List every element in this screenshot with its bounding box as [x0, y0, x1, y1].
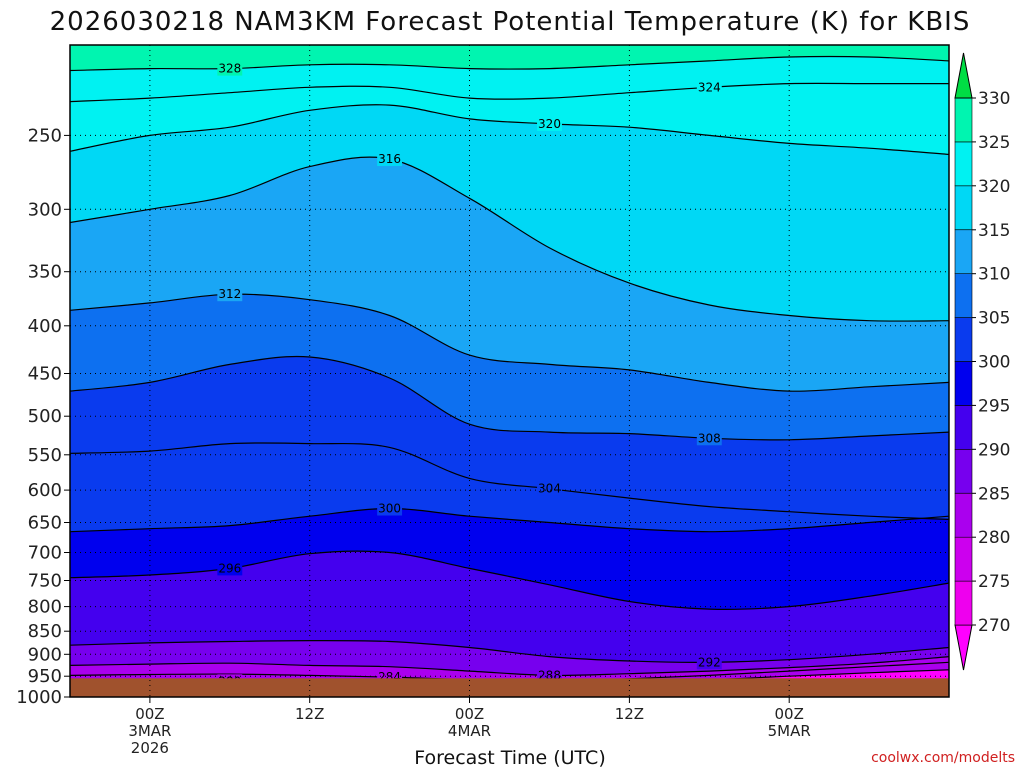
colorbar-label: 275 [978, 572, 1010, 592]
x-tick-label: 4MAR [448, 722, 491, 740]
colorbar-swatch [954, 317, 973, 362]
colorbar-swatch [954, 97, 973, 143]
colorbar: 270 275 280 285 290 295 300 305 310 315 320 325 330 [954, 52, 1010, 671]
x-tick-label: 00Z [135, 705, 164, 723]
contour-label-324: 324 [698, 80, 721, 94]
colorbar-swatch [954, 405, 973, 450]
surface-ground [70, 678, 949, 697]
colorbar-swatch [954, 536, 973, 582]
colorbar-swatch [954, 229, 973, 275]
y-tick-label: 450 [28, 364, 62, 385]
x-tick-label: 5MAR [768, 722, 811, 740]
contour-label-bg [217, 61, 243, 76]
contour-label-bg [537, 481, 562, 496]
colorbar-swatch [954, 492, 973, 538]
contour-line-300 [70, 507, 949, 533]
x-tick-label: 12Z [615, 705, 644, 723]
colorbar-arrow-low [954, 624, 973, 671]
colorbar-arrow-high [954, 52, 973, 99]
contour-label-328: 328 [218, 62, 241, 76]
y-tick-label: 850 [28, 621, 62, 642]
contour-line-292 [70, 639, 949, 663]
contour-label-312: 312 [218, 287, 241, 301]
contour-label-296: 296 [218, 561, 241, 575]
colorbar-label: 290 [978, 440, 1010, 460]
contour-label-292: 292 [698, 655, 721, 669]
contour-label-304: 304 [538, 482, 561, 496]
contour-label-bg [377, 501, 403, 516]
colorbar-swatch [954, 361, 973, 406]
colorbar-swatch [954, 185, 973, 231]
y-tick-label: 800 [28, 597, 62, 618]
contour-label-bg [217, 287, 243, 302]
contour-label-308: 308 [698, 431, 721, 445]
contour-label-bg [696, 655, 722, 670]
y-tick-label: 950 [28, 666, 62, 687]
colorbar-label: 280 [978, 528, 1010, 548]
contour-line-288 [70, 656, 949, 677]
fill-band-328 [70, 45, 949, 71]
y-tick-label: 650 [28, 513, 62, 534]
x-tick-label: 3MAR [128, 722, 171, 740]
y-axis: 2503003504004505005506006507007508008509… [16, 125, 70, 708]
x-tick-label: 12Z [295, 705, 324, 723]
contour-label-300: 300 [378, 502, 401, 516]
y-tick-label: 900 [28, 644, 62, 665]
x-tick-label: 00Z [775, 705, 804, 723]
y-tick-label: 350 [28, 262, 62, 283]
colorbar-swatch [954, 141, 973, 187]
colorbar-label: 285 [978, 484, 1010, 504]
y-tick-label: 1000 [16, 687, 62, 708]
contour-line-324 [70, 82, 949, 103]
credit-text: coolwx.com/modelts [871, 750, 1015, 766]
y-tick-label: 300 [28, 199, 62, 220]
contour-label-bg [696, 80, 722, 95]
colorbar-swatch [954, 273, 973, 318]
colorbar-label: 330 [978, 89, 1010, 109]
grid-lines [70, 45, 949, 698]
y-tick-label: 700 [28, 543, 62, 564]
x-tick-label: 00Z [455, 705, 484, 723]
colorbar-swatch [954, 580, 973, 626]
colorbar-label: 315 [978, 221, 1010, 241]
plot-frame [69, 44, 950, 698]
colorbar-label: 270 [978, 616, 1010, 636]
contour-line-308 [70, 355, 949, 441]
x-axis-title: Forecast Time (UTC) [414, 747, 605, 768]
colorbar-label: 295 [978, 396, 1010, 416]
y-tick-label: 400 [28, 316, 62, 337]
contour-label-bg [377, 152, 403, 166]
y-tick-label: 600 [28, 480, 62, 501]
colorbar-label: 310 [978, 265, 1010, 285]
contour-label-320: 320 [538, 117, 561, 131]
y-tick-label: 750 [28, 571, 62, 592]
y-tick-label: 250 [28, 125, 62, 146]
colorbar-label: 305 [978, 309, 1010, 329]
plot-area [70, 45, 949, 697]
colorbar-label: 320 [978, 177, 1010, 197]
contour-line-320 [70, 104, 949, 155]
contour-label-bg [217, 561, 243, 576]
contour-line-304 [70, 442, 949, 520]
y-tick-label: 550 [28, 445, 62, 466]
colorbar-swatch [954, 448, 973, 494]
y-tick-label: 500 [28, 406, 62, 427]
colorbar-label: 300 [978, 353, 1010, 373]
chart-title: 2026030218 NAM3KM Forecast Potential Tem… [50, 7, 971, 37]
contour-label-bg [696, 431, 722, 446]
contour-label-316: 316 [378, 152, 401, 166]
x-tick-label: 2026 [131, 739, 169, 757]
contour-label-bg [537, 116, 562, 131]
colorbar-label: 325 [978, 133, 1010, 153]
